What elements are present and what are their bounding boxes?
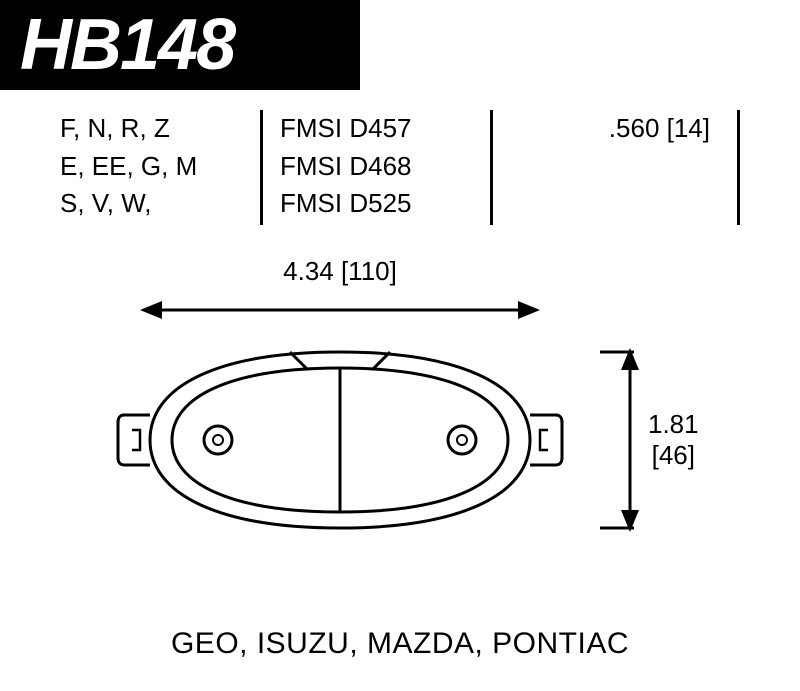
code-row: S, V, W, [60,185,260,223]
spec-table: F, N, R, Z E, EE, G, M S, V, W, FMSI D45… [60,110,740,230]
divider [737,110,740,225]
thickness-value: .560 [14] [550,110,710,148]
divider [490,110,493,225]
fmsi-row: FMSI D457 [280,110,480,148]
width-dimension: 4.34 [110] [140,290,540,330]
height-dimension: 1.81 [46] [600,340,760,540]
part-number: HB148 [20,4,234,86]
fmsi-row: FMSI D468 [280,148,480,186]
vehicle-makes: GEO, ISUZU, MAZDA, PONTIAC [0,627,800,661]
height-value-mm: [46] [648,440,699,471]
part-number-banner: HB148 [0,0,360,90]
code-row: E, EE, G, M [60,148,260,186]
fmsi-codes: FMSI D457 FMSI D468 FMSI D525 [280,110,480,223]
brake-pad-drawing [110,340,570,540]
height-dimension-label: 1.81 [46] [648,409,699,471]
compound-codes: F, N, R, Z E, EE, G, M S, V, W, [60,110,260,223]
width-dimension-arrow [140,290,540,330]
code-row: F, N, R, Z [60,110,260,148]
divider [260,110,263,225]
height-value-in: 1.81 [648,409,699,440]
width-dimension-label: 4.34 [110] [283,256,397,287]
thickness-spec: .560 [14] [550,110,710,148]
fmsi-row: FMSI D525 [280,185,480,223]
